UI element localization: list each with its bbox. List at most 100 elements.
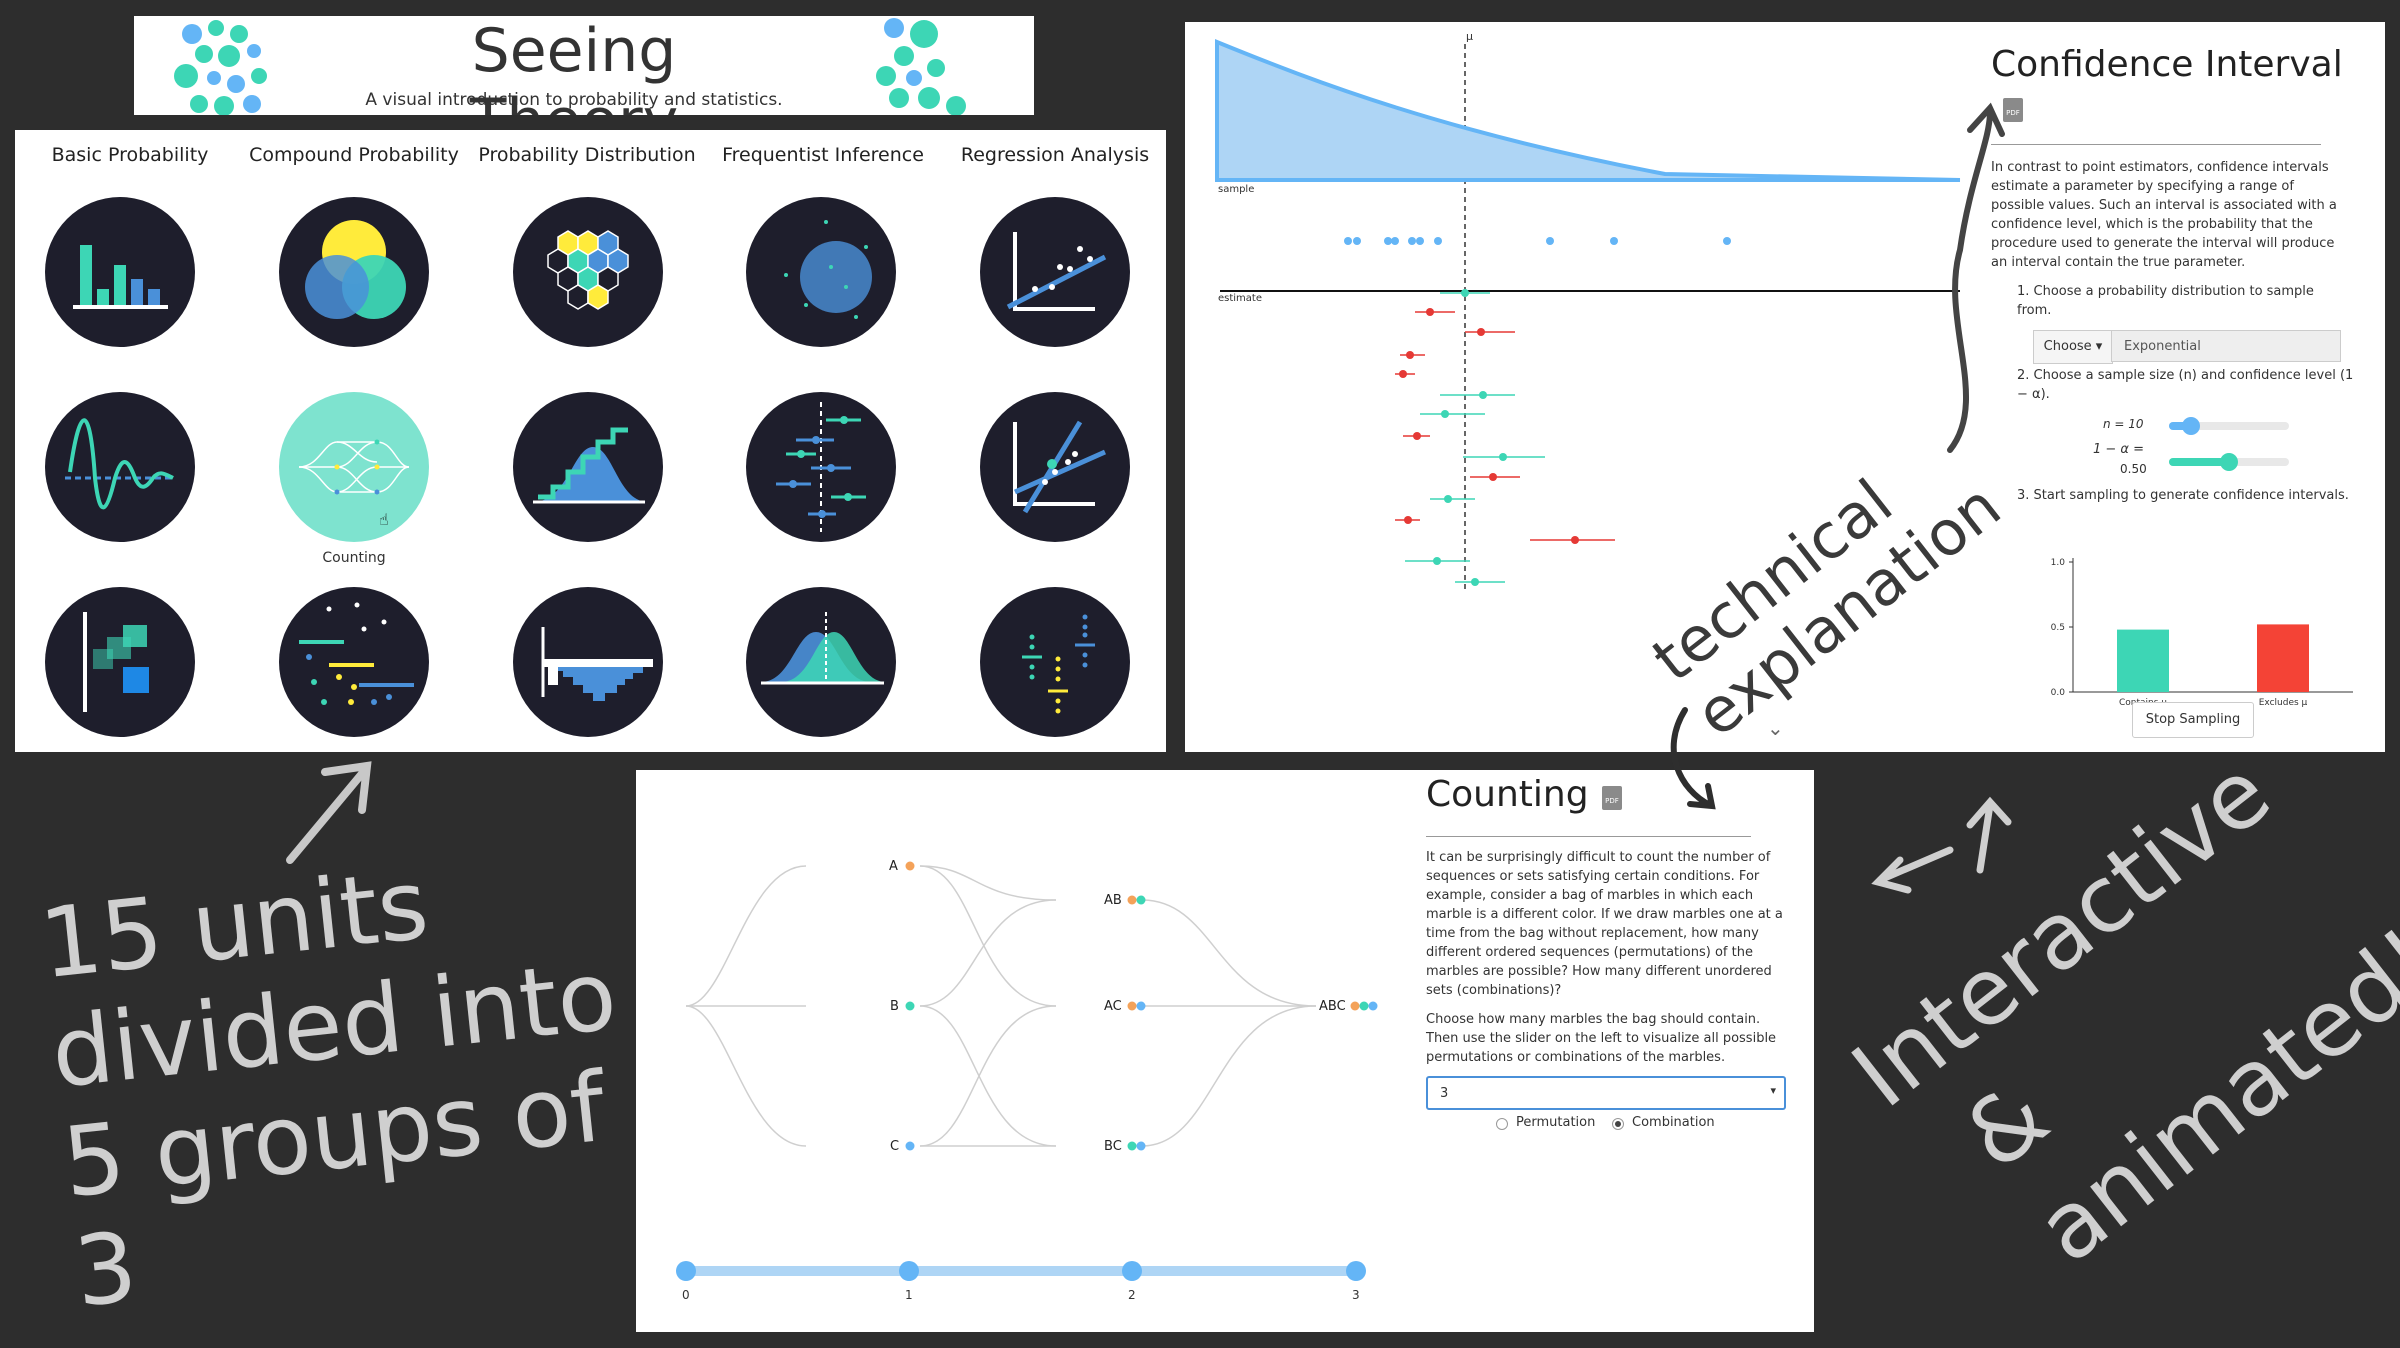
slider-tick-1: 1 bbox=[905, 1288, 913, 1302]
marble-count-value: 3 bbox=[1440, 1086, 1449, 1101]
cursor-hand-icon: ☝ bbox=[379, 510, 389, 529]
exponential-density bbox=[1215, 39, 1961, 182]
counting-paragraph-2: Choose how many marbles the bag should c… bbox=[1426, 1012, 1777, 1065]
node-abc-label: ABC bbox=[1319, 999, 1346, 1014]
unit-grid-panel: Basic Probability Compound Probability P… bbox=[15, 130, 1166, 752]
alpha-slider-thumb[interactable] bbox=[2220, 453, 2238, 471]
combination-label[interactable]: Combination bbox=[1632, 1115, 1715, 1130]
unit-chance-events-icon[interactable] bbox=[45, 197, 195, 347]
confidence-interval-panel: μ sample estimate Co bbox=[1185, 22, 2385, 752]
unit-conditional-probability-icon[interactable] bbox=[279, 587, 429, 737]
ci-step-3: 3. Start sampling to generate confidence… bbox=[2017, 488, 2349, 503]
arrow-to-ci-title-icon bbox=[1947, 102, 2005, 453]
slider-tick-0: 0 bbox=[682, 1288, 690, 1302]
dropdown-arrow-icon: ▾ bbox=[1770, 1084, 1776, 1097]
unit-confidence-interval-icon[interactable] bbox=[746, 392, 896, 542]
counting-paragraph-1: It can be surprisingly difficult to coun… bbox=[1426, 850, 1783, 998]
arrow-to-counting-title-icon bbox=[1670, 707, 1716, 810]
unit-anova-icon[interactable] bbox=[980, 587, 1130, 737]
slider-step-0[interactable] bbox=[676, 1261, 696, 1281]
mu-label: μ bbox=[1466, 30, 1473, 43]
unit-variance-icon[interactable] bbox=[45, 587, 195, 737]
y-tick-label-0: 1.0 bbox=[2051, 558, 2066, 568]
pdf-icon[interactable]: PDF bbox=[2003, 98, 2023, 122]
counting-tree-diagram[interactable]: A B C AB AC BC ABC bbox=[636, 770, 1486, 1210]
combination-radio[interactable] bbox=[1612, 1118, 1624, 1130]
distribution-input[interactable]: Exponential bbox=[2111, 330, 2341, 362]
ci-title: Confidence Interval bbox=[1991, 44, 2343, 85]
y-tick-label-2: 0.0 bbox=[2051, 688, 2066, 698]
n-label: n = 10 bbox=[2103, 417, 2144, 431]
node-ac-label: AC bbox=[1104, 999, 1122, 1014]
counting-step-slider[interactable] bbox=[686, 1266, 1356, 1276]
bar-0 bbox=[2117, 629, 2169, 692]
arrow-to-grid-icon bbox=[286, 761, 372, 864]
confidence-intervals bbox=[1395, 289, 1615, 586]
header-banner: Seeing Theory A visual introduction to p… bbox=[134, 16, 1034, 115]
interactive-annotation: Interactive & animated! bbox=[1830, 695, 2400, 1319]
arrows-to-panels-icon bbox=[1871, 796, 2012, 894]
ci-description: In contrast to point estimators, confide… bbox=[1991, 160, 2337, 270]
alpha-slider-fill bbox=[2169, 458, 2229, 466]
ci-step-1: 1. Choose a probability distribution to … bbox=[2017, 284, 2314, 318]
pdf-icon[interactable]: PDF bbox=[1602, 786, 1622, 810]
sample-axis-label: sample bbox=[1218, 184, 1254, 195]
y-tick-label-1: 0.5 bbox=[2051, 623, 2065, 633]
unit-ordinary-least-squares-icon[interactable] bbox=[980, 197, 1130, 347]
ci-bar-chart: 1.00.50.0Contains μExcludes μ bbox=[2051, 558, 2353, 708]
sample-points bbox=[1344, 237, 1731, 245]
alpha-value: 0.50 bbox=[2120, 462, 2147, 476]
category-frequentist-inference[interactable]: Frequentist Inference bbox=[722, 144, 924, 166]
n-slider-fill bbox=[2169, 422, 2191, 430]
unit-expectation-icon[interactable] bbox=[45, 392, 195, 542]
unit-counting-icon[interactable]: ☝ bbox=[279, 392, 429, 542]
category-probability-distribution[interactable]: Probability Distribution bbox=[478, 144, 696, 166]
logo-dots-left bbox=[174, 20, 267, 115]
counting-panel: A B C AB AC BC ABC 0 1 2 3 Counting PDF … bbox=[636, 770, 1814, 1332]
unit-correlation-icon[interactable] bbox=[980, 392, 1130, 542]
node-c-label: C bbox=[890, 1139, 899, 1154]
n-slider[interactable] bbox=[2169, 417, 2289, 435]
category-compound-probability[interactable]: Compound Probability bbox=[249, 144, 459, 166]
counting-title: Counting bbox=[1426, 774, 1589, 815]
n-slider-thumb[interactable] bbox=[2181, 417, 2200, 435]
bar-label-1: Excludes μ bbox=[2259, 698, 2308, 708]
alpha-label: 1 − α = bbox=[2093, 442, 2145, 457]
marble-count-select[interactable]: 3 ▾ bbox=[1426, 1076, 1786, 1110]
ci-step-2: 2. Choose a sample size (n) and confiden… bbox=[2017, 368, 2354, 402]
category-basic-probability[interactable]: Basic Probability bbox=[51, 144, 209, 166]
bar-1 bbox=[2257, 624, 2309, 692]
counting-title-divider bbox=[1426, 836, 1751, 837]
ci-visualization[interactable]: μ sample estimate bbox=[1185, 22, 1965, 602]
ci-title-divider bbox=[1991, 144, 2321, 145]
site-subtitle: A visual introduction to probability and… bbox=[365, 90, 783, 110]
permutation-label[interactable]: Permutation bbox=[1516, 1115, 1596, 1130]
scroll-down-chevron-icon[interactable]: ⌄ bbox=[1767, 716, 1784, 740]
unit-random-variables-icon[interactable] bbox=[513, 197, 663, 347]
slider-step-1[interactable] bbox=[899, 1261, 919, 1281]
site-title[interactable]: Seeing Theory bbox=[470, 16, 678, 115]
permutation-radio[interactable] bbox=[1496, 1118, 1508, 1130]
slider-tick-2: 2 bbox=[1128, 1288, 1136, 1302]
node-a-label: A bbox=[889, 859, 898, 874]
slider-tick-3: 3 bbox=[1352, 1288, 1360, 1302]
estimate-axis-label: estimate bbox=[1218, 293, 1262, 304]
unit-central-limit-theorem-icon[interactable] bbox=[513, 392, 663, 542]
units-annotation: 15 units divided into 5 groups of 3 bbox=[35, 825, 698, 1328]
alpha-slider[interactable] bbox=[2169, 453, 2289, 471]
unit-bootstrapping-icon[interactable] bbox=[746, 587, 896, 737]
distribution-choose-button[interactable]: Choose ▾ bbox=[2033, 330, 2113, 364]
category-regression-analysis[interactable]: Regression Analysis bbox=[960, 144, 1150, 166]
combination-radio-dot bbox=[1615, 1121, 1621, 1127]
logo-dots-right bbox=[876, 18, 966, 115]
stop-sampling-button[interactable]: Stop Sampling bbox=[2132, 702, 2254, 738]
node-bc-label: BC bbox=[1104, 1139, 1122, 1154]
unit-continuous-distributions-icon[interactable] bbox=[513, 587, 663, 737]
node-ab-label: AB bbox=[1104, 893, 1122, 908]
slider-step-2[interactable] bbox=[1122, 1261, 1142, 1281]
slider-step-3[interactable] bbox=[1346, 1261, 1366, 1281]
unit-set-theory-icon[interactable] bbox=[279, 197, 429, 347]
node-b-label: B bbox=[890, 999, 899, 1014]
counting-hover-label: Counting bbox=[322, 550, 386, 566]
unit-point-estimation-icon[interactable] bbox=[746, 197, 896, 347]
